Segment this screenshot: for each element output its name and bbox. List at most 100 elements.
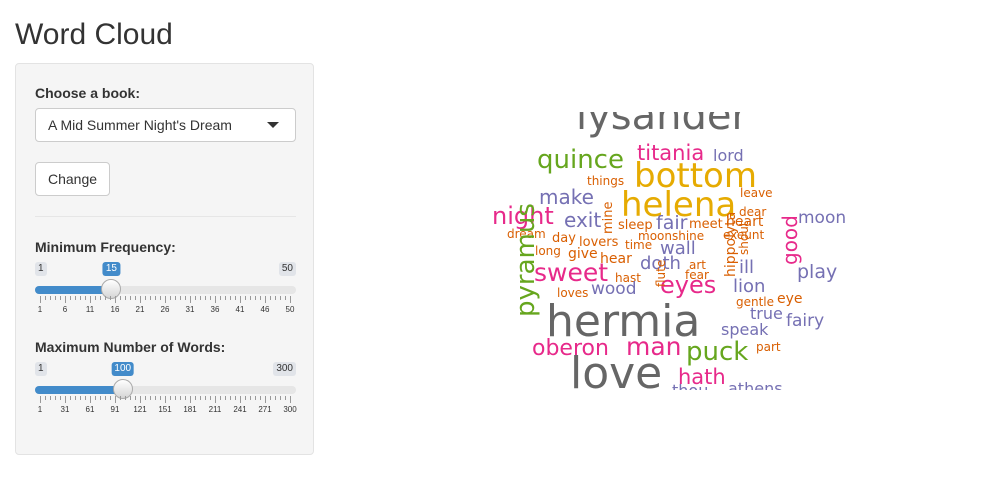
- cloud-word: thou: [672, 383, 708, 391]
- cloud-word: time: [625, 238, 653, 252]
- slider-tick: [115, 296, 116, 303]
- slider-minor-tick: [95, 396, 96, 400]
- slider-minor-tick: [70, 296, 71, 300]
- page-title: Word Cloud: [15, 18, 173, 51]
- slider-minor-tick: [195, 396, 196, 400]
- cloud-word: lovers: [579, 235, 619, 250]
- slider-tick-label: 300: [283, 405, 297, 414]
- slider-minor-tick: [55, 396, 56, 400]
- cloud-word: quince: [537, 145, 624, 175]
- cloud-word: hermia: [546, 296, 701, 347]
- slider-value-label: 100: [111, 362, 135, 376]
- slider-minor-tick: [260, 296, 261, 300]
- cloud-word: lord: [713, 146, 744, 165]
- slider-minor-tick: [110, 396, 111, 400]
- slider-tick: [165, 296, 166, 303]
- slider-minor-tick: [100, 396, 101, 400]
- slider-tick: [190, 296, 191, 303]
- cloud-word: exeunt: [723, 228, 765, 242]
- max-words-label: Maximum Number of Words:: [35, 339, 226, 355]
- cloud-word: fairy: [786, 311, 825, 331]
- cloud-word: bottom: [634, 156, 757, 196]
- cloud-word: dear: [739, 205, 767, 219]
- slider-tick: [40, 296, 41, 303]
- cloud-word: moon: [798, 208, 847, 228]
- slider-minor-tick: [150, 396, 151, 400]
- slider-minor-tick: [225, 296, 226, 300]
- slider-minor-tick: [250, 396, 251, 400]
- slider-minor-tick: [105, 296, 106, 300]
- chevron-down-icon: [267, 122, 279, 128]
- slider-minor-tick: [110, 296, 111, 300]
- slider-minor-tick: [285, 296, 286, 300]
- slider-tick-label: 211: [208, 405, 222, 414]
- slider-tick: [215, 296, 216, 303]
- slider-handle[interactable]: [101, 279, 122, 299]
- slider-tick-label: 271: [258, 405, 272, 414]
- slider-tick: [240, 396, 241, 403]
- slider-minor-tick: [120, 296, 121, 300]
- slider-minor-tick: [75, 296, 76, 300]
- slider-tick: [165, 396, 166, 403]
- slider-minor-tick: [235, 296, 236, 300]
- slider-minor-tick: [80, 396, 81, 400]
- slider-minor-tick: [50, 396, 51, 400]
- slider-min-label: 1: [35, 262, 47, 276]
- cloud-word: lion: [733, 276, 766, 297]
- slider-tick-label: 31: [60, 405, 70, 414]
- book-select[interactable]: A Mid Summer Night's Dream: [35, 108, 296, 142]
- slider-tick-label: 41: [235, 305, 245, 314]
- slider-minor-tick: [180, 296, 181, 300]
- slider-minor-tick: [160, 396, 161, 400]
- slider-min-label: 1: [35, 362, 47, 376]
- slider-minor-tick: [225, 396, 226, 400]
- divider: [35, 216, 296, 217]
- cloud-word: titania: [637, 141, 705, 165]
- slider-tick-label: 36: [210, 305, 220, 314]
- slider-minor-tick: [210, 296, 211, 300]
- slider-minor-tick: [205, 296, 206, 300]
- min-frequency-slider[interactable]: 1 50 15 1 6 11 16 21 26 31 36 41 46 50: [35, 262, 296, 324]
- cloud-word: meet: [689, 217, 723, 232]
- slider-tick-label: 91: [110, 405, 120, 414]
- slider-tick-label: 6: [62, 305, 68, 314]
- slider-minor-tick: [175, 296, 176, 300]
- slider-minor-tick: [185, 296, 186, 300]
- slider-minor-tick: [60, 296, 61, 300]
- slider-track[interactable]: [35, 286, 296, 294]
- slider-tick: [65, 396, 66, 403]
- cloud-word: hear: [600, 251, 632, 267]
- slider-tick-label: 61: [85, 405, 95, 414]
- cloud-word: athens: [728, 379, 783, 391]
- cloud-word: speak: [721, 320, 769, 339]
- cloud-word: heart: [726, 214, 764, 230]
- slider-minor-tick: [125, 396, 126, 400]
- slider-minor-tick: [130, 296, 131, 300]
- cloud-word: day: [552, 231, 576, 246]
- cloud-word: loves: [557, 286, 589, 300]
- slider-tick: [40, 396, 41, 403]
- slider-minor-tick: [205, 396, 206, 400]
- cloud-word: sleep: [618, 218, 653, 233]
- slider-tick: [240, 296, 241, 303]
- slider-minor-tick: [255, 296, 256, 300]
- slider-minor-tick: [105, 396, 106, 400]
- slider-track[interactable]: [35, 386, 296, 394]
- slider-minor-tick: [280, 296, 281, 300]
- cloud-word: fear: [685, 268, 709, 282]
- slider-tick-label: 1: [37, 305, 43, 314]
- slider-minor-tick: [210, 396, 211, 400]
- slider-minor-tick: [185, 396, 186, 400]
- max-words-slider[interactable]: 1 300 100 1 31 61 91 121 151 181 211 241 271 300: [35, 362, 297, 424]
- slider-tick-label: 21: [135, 305, 145, 314]
- cloud-word: man: [626, 332, 682, 361]
- slider-minor-tick: [270, 396, 271, 400]
- change-button[interactable]: Change: [35, 162, 110, 196]
- slider-handle[interactable]: [112, 379, 133, 399]
- cloud-word: flute: [654, 259, 668, 287]
- slider-minor-tick: [85, 396, 86, 400]
- cloud-word: art: [689, 258, 706, 272]
- cloud-word: wood: [591, 279, 637, 299]
- slider-tick: [65, 296, 66, 303]
- slider-minor-tick: [195, 296, 196, 300]
